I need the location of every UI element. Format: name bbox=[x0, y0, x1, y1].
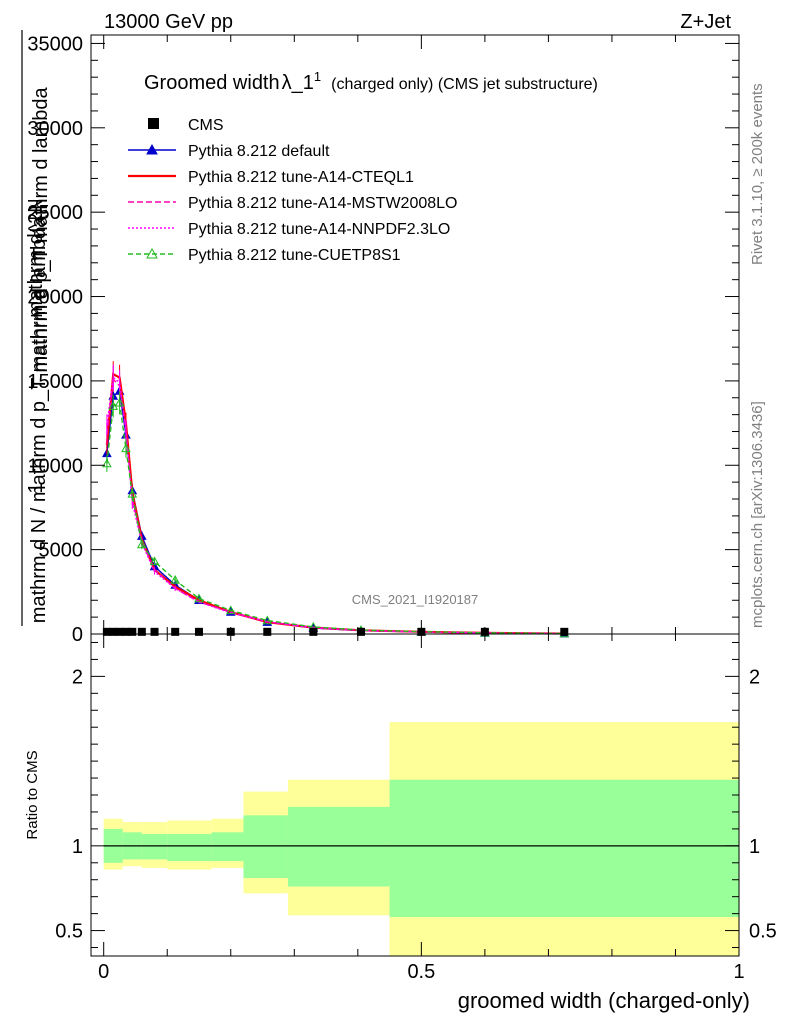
series-point bbox=[170, 574, 181, 584]
cms-data-point bbox=[171, 627, 180, 636]
ratio-y-label: Ratio to CMS bbox=[24, 750, 41, 839]
legend-label: Pythia 8.212 tune-A14-CTEQL1 bbox=[188, 169, 414, 186]
cms-data-point bbox=[309, 627, 318, 636]
main-plot-panel: 0 5000 10000 15000 20000 25000 30000 35000 CMS_… bbox=[27, 33, 740, 646]
cms-data-point bbox=[150, 627, 159, 636]
cms-data-point bbox=[102, 627, 111, 636]
cms-data-point bbox=[263, 627, 272, 636]
ratio-y-tick-label-right: 0.5 bbox=[749, 921, 777, 943]
legend-label: Pythia 8.212 tune-A14-MSTW2008LO bbox=[188, 195, 457, 212]
ratio-stat-uncertainty-band bbox=[243, 815, 288, 879]
legend: CMS Pythia 8.212 default Pythia 8.212 tune… bbox=[128, 117, 457, 264]
series-line-4 bbox=[106, 401, 565, 635]
series-line-3 bbox=[106, 376, 565, 635]
ratio-stat-uncertainty-band bbox=[287, 806, 390, 887]
series-point bbox=[136, 539, 147, 549]
x-tick-label: 0 bbox=[98, 961, 109, 983]
side-label-rivet: Rivet 3.1.10, ≥ 200k events bbox=[749, 83, 766, 265]
header-right: Z+Jet bbox=[680, 11, 731, 33]
legend-marker-square bbox=[148, 118, 159, 129]
y-tick-label: 15000 bbox=[27, 371, 83, 393]
side-label-mcplots: mcplots.cern.ch [arXiv:1306.3436] bbox=[749, 401, 766, 628]
cms-data-point bbox=[109, 627, 118, 636]
series-point bbox=[102, 458, 112, 468]
ratio-y-tick-label-right: 1 bbox=[749, 836, 760, 858]
y-tick-label: 35000 bbox=[27, 33, 83, 55]
ratio-y-tick-label: 0.5 bbox=[55, 921, 83, 943]
legend-label: Pythia 8.212 tune-CUETP8S1 bbox=[188, 247, 401, 264]
ratio-y-tick-label-right: 2 bbox=[749, 666, 760, 688]
cms-data-point bbox=[137, 627, 146, 636]
ratio-stat-uncertainty-band bbox=[167, 833, 212, 862]
x-tick-label: 1 bbox=[733, 961, 744, 983]
legend-label: Pythia 8.212 tune-A14-NNPDF2.3LO bbox=[188, 221, 450, 238]
series-line-2 bbox=[106, 377, 565, 635]
series-point bbox=[121, 443, 131, 453]
cms-data-point bbox=[128, 627, 137, 636]
series-line-0 bbox=[106, 389, 565, 635]
ratio-stat-uncertainty-band bbox=[141, 833, 168, 860]
y-tick-label: 20000 bbox=[27, 287, 83, 309]
cms-data-point bbox=[115, 627, 124, 636]
ratio-stat-uncertainty-band bbox=[389, 779, 739, 918]
y-tick-label: 0 bbox=[72, 624, 83, 646]
cms-data-point bbox=[195, 627, 203, 636]
ratio-stat-uncertainty-band bbox=[211, 832, 244, 862]
cms-data-point bbox=[357, 627, 365, 636]
y-tick-label: 30000 bbox=[27, 118, 83, 140]
y-label-denominator: mathrm d p_T mathrm d lambda bbox=[30, 86, 52, 372]
y-label-one: 1 bbox=[25, 482, 47, 493]
legend-label: Pythia 8.212 default bbox=[188, 143, 330, 160]
y-tick-label: 25000 bbox=[27, 202, 83, 224]
legend-entry: CMS bbox=[148, 117, 224, 134]
series-line-1 bbox=[105, 372, 565, 635]
y-tick-label: 10000 bbox=[27, 455, 83, 477]
series-point bbox=[262, 615, 273, 625]
legend-entry: Pythia 8.212 tune-CUETP8S1 bbox=[128, 247, 401, 264]
x-tick-label: 0.5 bbox=[407, 961, 435, 983]
series-point bbox=[127, 488, 138, 498]
legend-entry: Pythia 8.212 default bbox=[128, 143, 330, 160]
main-y-axis-label: mathrm d^2N 1 mathrm d p_T mathrm d lamb… bbox=[21, 30, 52, 626]
plot-title: Groomed width λ_11 (charged only) (CMS jet… bbox=[144, 69, 598, 94]
x-axis-label: groomed width (charged-only) bbox=[458, 988, 750, 1013]
series-point bbox=[114, 397, 125, 407]
series-point bbox=[149, 556, 160, 566]
legend-entry: Pythia 8.212 tune-A14-MSTW2008LO bbox=[128, 195, 457, 212]
cms-data-point bbox=[121, 627, 130, 636]
ratio-y-tick-label: 1 bbox=[72, 836, 83, 858]
y-tick-label: 5000 bbox=[39, 540, 84, 562]
header-left: 13000 GeV pp bbox=[104, 11, 233, 33]
legend-label: CMS bbox=[188, 117, 224, 134]
series-point bbox=[225, 605, 236, 615]
legend-marker-triangle bbox=[146, 143, 158, 155]
legend-entry: Pythia 8.212 tune-A14-NNPDF2.3LO bbox=[128, 221, 450, 238]
legend-entry: Pythia 8.212 tune-A14-CTEQL1 bbox=[128, 169, 414, 186]
ratio-plot-panel: 0.5 0.51 12 20 0.5 1 Ratio to CMS groomed wid… bbox=[24, 633, 777, 1013]
ratio-y-tick-label: 2 bbox=[72, 666, 83, 688]
cms-data-point bbox=[560, 627, 569, 636]
series-point bbox=[194, 593, 204, 603]
y-label-numerator: mathrm d^2N bbox=[25, 198, 47, 317]
y-label-bottom: mathrm d N / mathrm d p_T mathrm d lambd… bbox=[28, 216, 50, 623]
legend-marker-triangle bbox=[146, 247, 158, 259]
watermark-label: CMS_2021_I1920187 bbox=[352, 592, 479, 607]
